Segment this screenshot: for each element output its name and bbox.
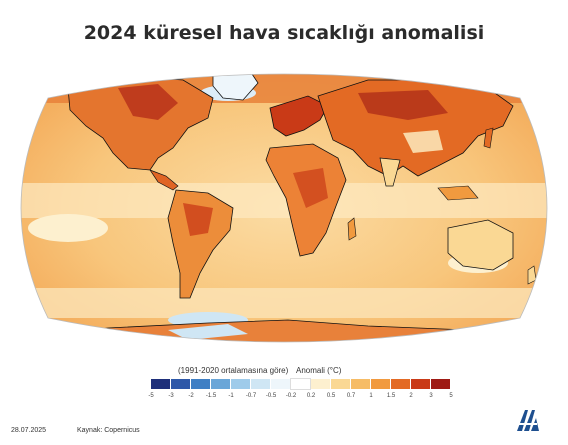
anomaly-map [8,58,560,358]
legend-tick-label: -1 [228,393,234,399]
footer-date: 28.07.2025 [11,427,47,434]
legend-tick-label: -3 [168,393,174,399]
continent-europe [269,95,329,137]
legend-tick-label: -1.5 [205,393,217,399]
hot-spot-canada [118,84,178,120]
pale-patch-east-pacific [28,214,108,242]
legend-tick-label: -5 [148,393,154,399]
continent-central-america [149,169,179,191]
footer-source: Kaynak: Copernicus [77,427,140,434]
hot-spot-amazon [183,203,213,236]
legend-tick-label: -0.2 [285,393,297,399]
legend-swatch [351,379,370,389]
legend-swatch [431,379,450,389]
continent-india [379,157,401,187]
legend-swatch [191,379,210,389]
continent-south-america [167,189,234,299]
legend-swatch [231,379,250,389]
islands-southeast-asia [437,185,479,201]
legend-tick-label: 1 [369,393,373,399]
world-map-svg [20,73,548,343]
legend-ticks: -5 -3 -2 -1.5 -1 -0.7 -0.5 -0.2 0.2 0.5 0.7 1 1.5 2 3 5 [0,393,568,403]
page-title: 2024 küresel hava sıcaklığı anomalisi [83,22,485,44]
legend-tick-label: 0.7 [346,393,356,399]
legend-tick-label: -2 [188,393,194,399]
legend-tick-label: 0.5 [326,393,336,399]
continent-madagascar [347,217,357,241]
continent-greenland [212,74,259,101]
legend-swatch [371,379,390,389]
legend-swatch [331,379,350,389]
legend-tick-label: 3 [429,393,433,399]
legend-swatch [391,379,410,389]
legend-tick-label: 1.5 [386,393,396,399]
hot-spot-siberia [358,90,448,120]
legend-tick-label: 2 [409,393,413,399]
continent-north-america [67,75,214,171]
continent-antarctica [21,319,547,342]
legend-tick-label: -0.7 [245,393,257,399]
legend-swatch [171,379,190,389]
legend-swatch [290,378,311,390]
cool-patch-antarctica [168,324,248,340]
legend-tick-label: 0.2 [306,393,316,399]
aa-news-agency-logo-icon [517,410,539,431]
legend-baseline-note: (1991-2020 ortalamasına göre) [178,366,289,375]
legend-swatch [311,379,330,389]
legend-tick-label: 5 [449,393,453,399]
legend-title: Anomali (°C) [296,366,342,375]
globe-outline [20,73,548,343]
continent-australia [447,219,514,271]
legend-color-bar [151,378,451,390]
islands-japan [483,127,494,149]
legend-swatch [251,379,270,389]
legend-tick-label: -0.5 [265,393,277,399]
legend-swatch [211,379,230,389]
pale-patch-china [403,130,443,153]
legend-swatch [151,379,170,389]
hot-spot-africa [293,168,328,208]
legend-swatch [411,379,430,389]
legend-swatch [271,379,290,389]
southern-ocean [21,288,547,318]
